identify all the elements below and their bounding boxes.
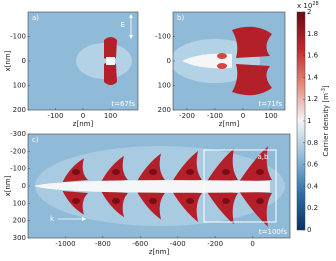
label-end: ] bbox=[322, 85, 330, 88]
box-label: a,b bbox=[258, 153, 270, 161]
y-tick-label: -100 bbox=[155, 33, 171, 41]
y-tick-label: 200 bbox=[158, 106, 171, 114]
colorbar-tick-label: 1.2 bbox=[307, 95, 318, 103]
density-lobe bbox=[136, 153, 165, 182]
colorbar-tick-label: 0.4 bbox=[307, 182, 319, 190]
x-axis-label: z[nm] bbox=[149, 248, 170, 256]
glow bbox=[76, 43, 132, 79]
x-tick-label: -200 bbox=[207, 240, 223, 248]
k-arrowhead bbox=[82, 217, 86, 221]
x-tick-label: -1000 bbox=[55, 240, 75, 248]
panel-label: b) bbox=[177, 14, 184, 22]
density-spot bbox=[149, 169, 157, 175]
density-lobe bbox=[206, 148, 238, 182]
panel-label: a) bbox=[32, 14, 39, 22]
density-core bbox=[106, 57, 115, 65]
density-field bbox=[76, 37, 132, 85]
x-tick-label: 0 bbox=[241, 112, 245, 120]
x-tick-label: 0 bbox=[81, 112, 85, 120]
density-spot bbox=[186, 169, 194, 175]
y-axis-label: x[nm] bbox=[4, 50, 12, 71]
density-lobe bbox=[171, 151, 202, 182]
y-tick-label: 0 bbox=[22, 57, 26, 65]
zoom-box bbox=[203, 149, 277, 223]
density-spot bbox=[256, 169, 264, 175]
y-tick-label: 300 bbox=[13, 234, 26, 242]
density-spot bbox=[72, 169, 80, 175]
colorbar-tick-label: 1.6 bbox=[307, 52, 319, 60]
x-tick-label: 0 bbox=[250, 240, 254, 248]
y-tick-label: 100 bbox=[13, 199, 26, 207]
x-tick-label: -600 bbox=[132, 240, 148, 248]
x-tick-label: -100 bbox=[207, 112, 223, 120]
colorbar-tick-label: 1.4 bbox=[307, 73, 319, 81]
density-spot bbox=[112, 169, 120, 175]
density-spot bbox=[112, 198, 120, 204]
density-lobe bbox=[104, 37, 117, 60]
density-spot bbox=[256, 198, 264, 204]
y-tick-label: 100 bbox=[13, 82, 26, 90]
panel-label: c) bbox=[32, 136, 39, 144]
x-tick-label: 100 bbox=[264, 112, 277, 120]
colorbar-tick-label: 1.8 bbox=[307, 30, 318, 38]
density-lobe bbox=[171, 191, 202, 222]
scale-exponent: 28 bbox=[312, 1, 318, 7]
density-spot bbox=[217, 53, 227, 59]
colorbar-tick-label: 1 bbox=[307, 117, 311, 125]
colorbar-tick-label: 0.8 bbox=[307, 139, 318, 147]
density-lobe bbox=[232, 26, 272, 58]
density-lobe bbox=[101, 191, 128, 218]
time-annotation: t=100fs bbox=[259, 228, 287, 236]
density-field bbox=[173, 26, 272, 96]
colorbar-tick-label: 0.2 bbox=[307, 204, 318, 212]
density-lobe bbox=[136, 191, 165, 220]
y-tick-label: -300 bbox=[10, 130, 26, 138]
density-spot bbox=[72, 198, 80, 204]
x-tick-label: -100 bbox=[48, 112, 64, 120]
density-lobe bbox=[232, 64, 272, 96]
x-axis-label: z[nm] bbox=[73, 120, 94, 128]
density-spot bbox=[217, 63, 227, 69]
density-field bbox=[34, 146, 285, 227]
density-spot bbox=[186, 198, 194, 204]
label-base: Carrier density [m bbox=[322, 93, 330, 157]
y-tick-label: 200 bbox=[13, 217, 26, 225]
colorbar-tick-label: 0 bbox=[307, 226, 311, 234]
x-tick-label: -400 bbox=[170, 240, 186, 248]
x-tick-label: -800 bbox=[95, 240, 111, 248]
y-tick-label: 0 bbox=[167, 57, 171, 65]
density-lobe bbox=[206, 191, 238, 225]
scale-base: x 10 bbox=[297, 2, 312, 10]
y-tick-label: 200 bbox=[13, 106, 26, 114]
colorbar-label: Carrier density [m-3] bbox=[321, 85, 331, 157]
y-tick-label: -200 bbox=[10, 147, 26, 155]
density-lobe bbox=[101, 155, 128, 182]
wave-label: k bbox=[50, 215, 55, 223]
y-tick-label: 0 bbox=[22, 182, 26, 190]
y-tick-label: -100 bbox=[10, 33, 26, 41]
y-tick-label: -100 bbox=[10, 165, 26, 173]
time-annotation: t=71fs bbox=[258, 100, 282, 108]
density-streak bbox=[34, 180, 270, 193]
y-tick-label: 100 bbox=[158, 82, 171, 90]
x-tick-label: 100 bbox=[104, 112, 117, 120]
density-lobe bbox=[104, 62, 117, 85]
time-annotation: t=67fs bbox=[111, 100, 135, 108]
label-exponent: -3 bbox=[321, 88, 327, 93]
colorbar-tick-label: 0.6 bbox=[307, 161, 319, 169]
colorbar-tick-label: 2 bbox=[307, 8, 311, 16]
y-axis-label: x[nm] bbox=[4, 175, 12, 196]
x-tick-label: -200 bbox=[179, 112, 195, 120]
density-spot bbox=[149, 198, 157, 204]
density-spot bbox=[222, 198, 230, 204]
field-label: E bbox=[121, 21, 125, 29]
x-axis-label: z[nm] bbox=[219, 120, 240, 128]
density-spot bbox=[222, 169, 230, 175]
colorbar-scale: x 1028 bbox=[297, 1, 319, 11]
